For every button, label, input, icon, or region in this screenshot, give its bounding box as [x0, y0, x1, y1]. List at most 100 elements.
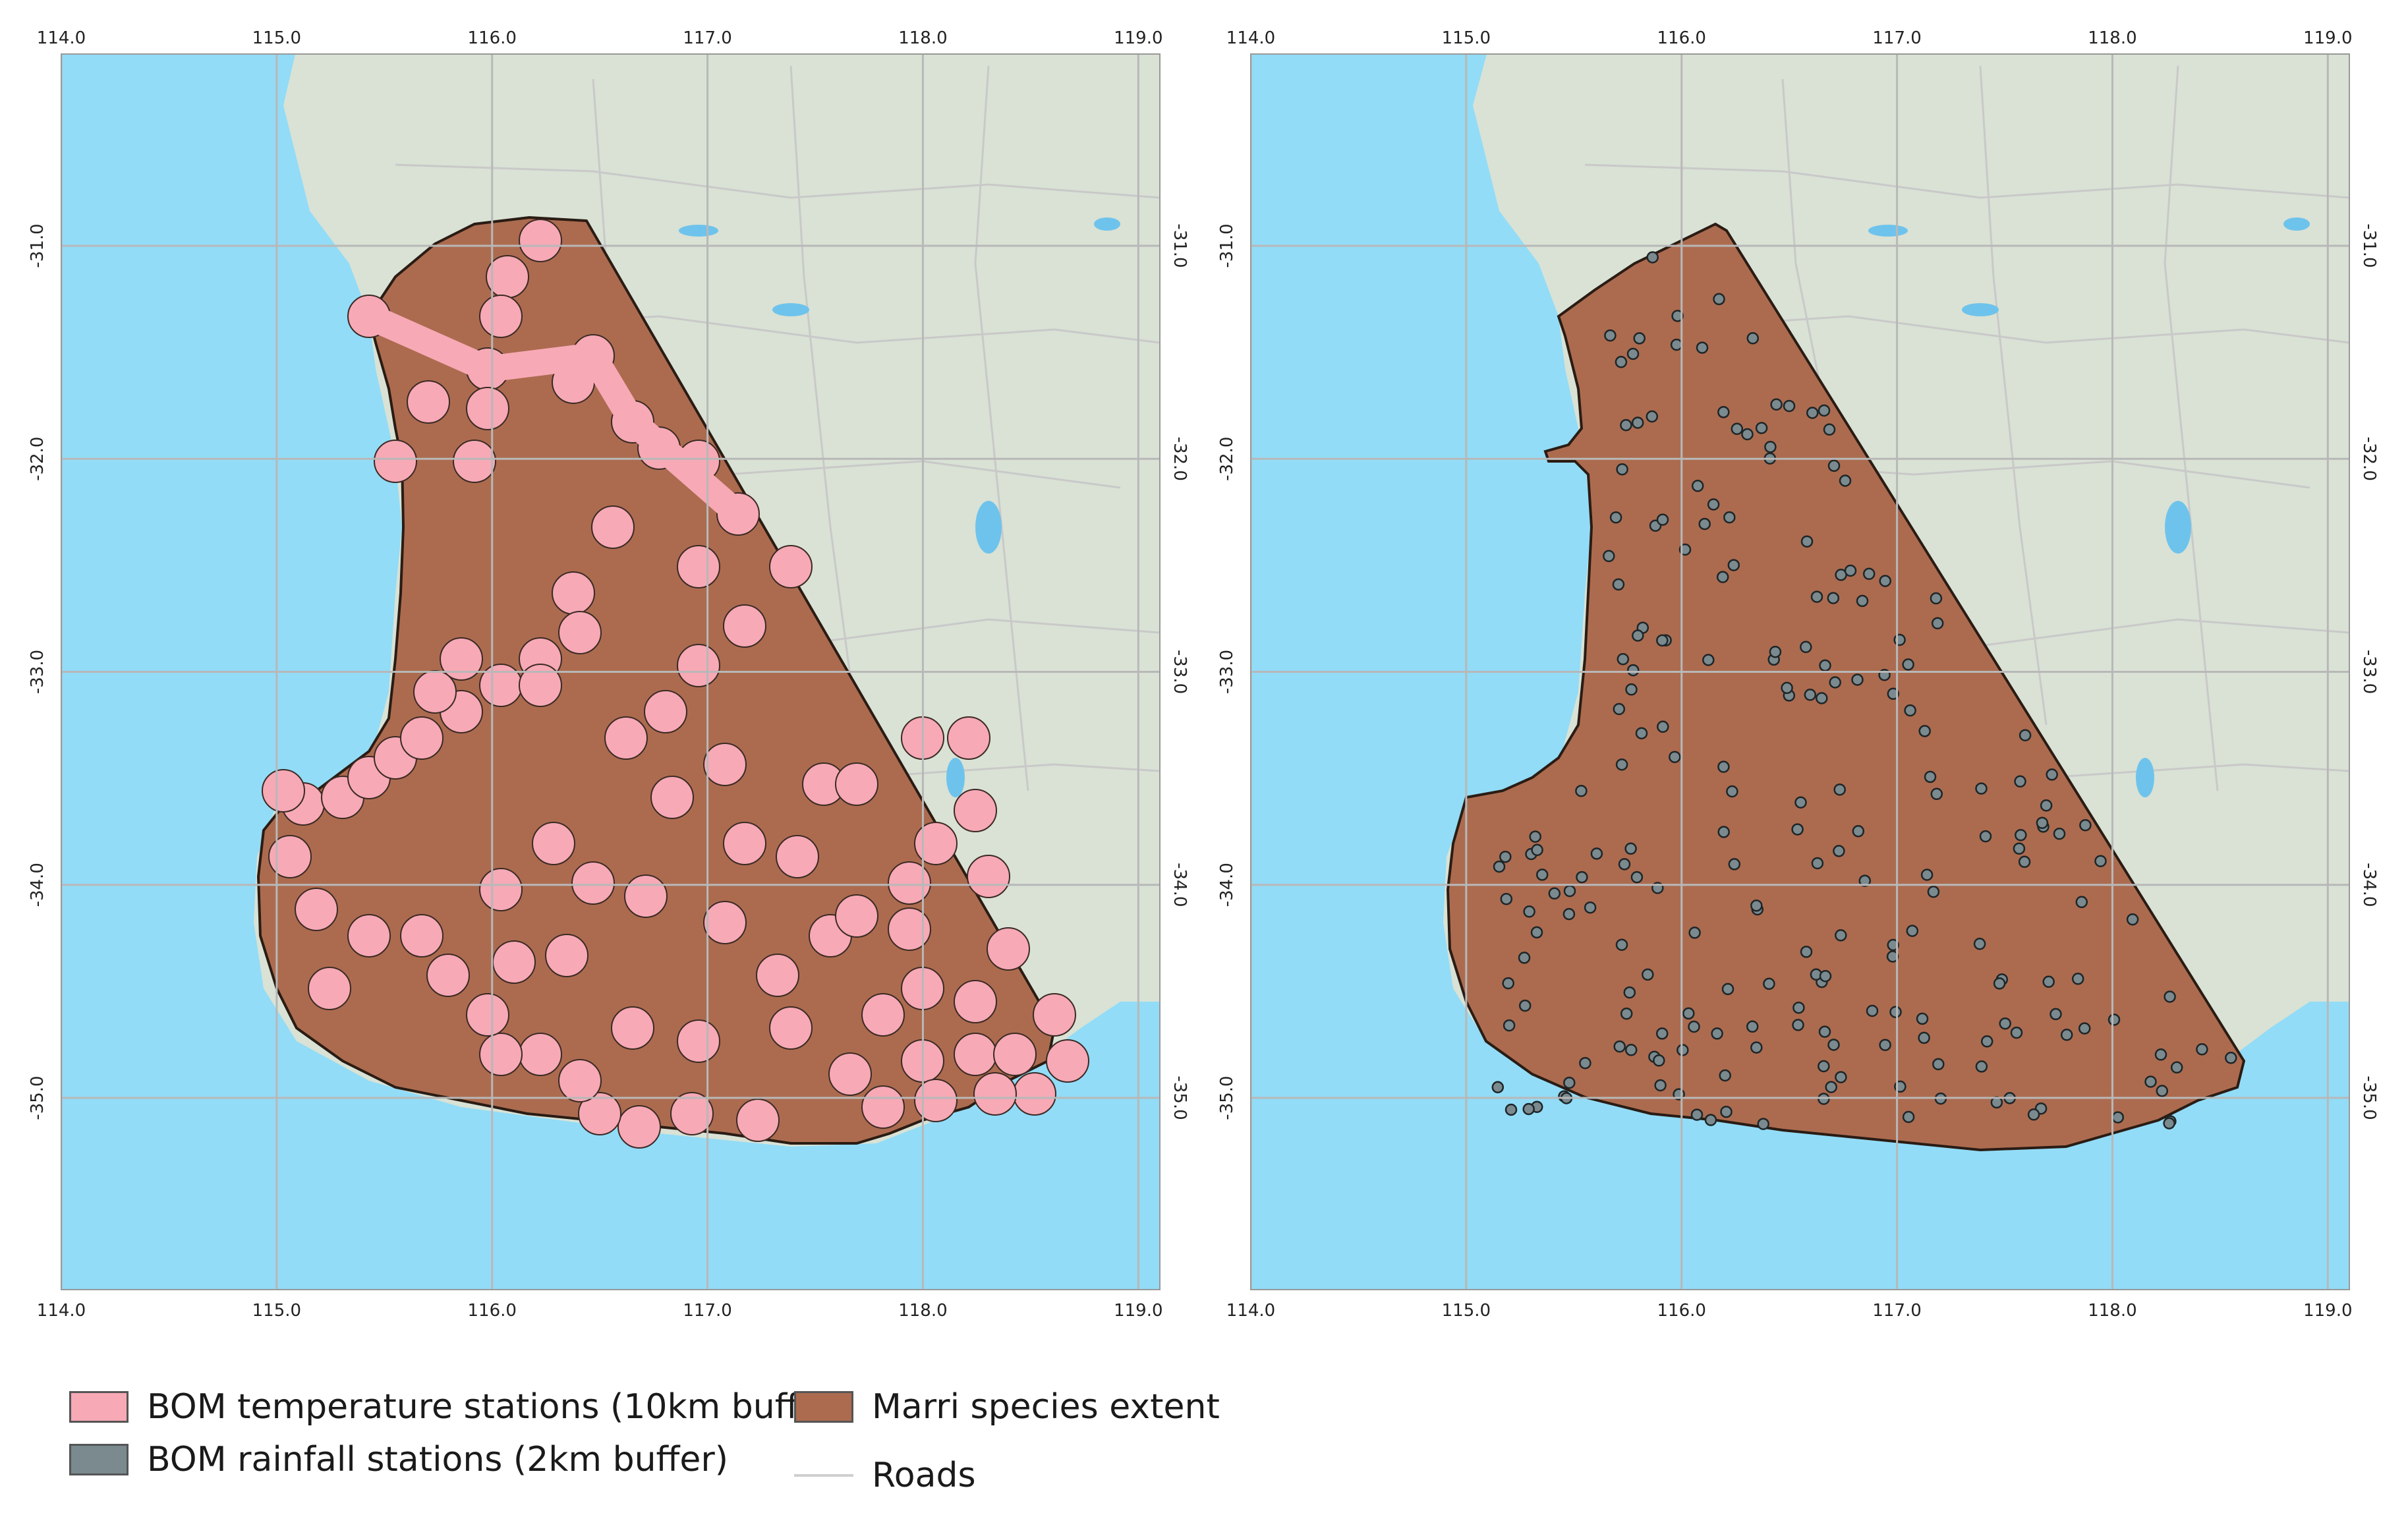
rainfall-station-buffer [2015, 828, 2027, 842]
rainfall-station-buffer [1746, 332, 1760, 345]
rainfall-station-buffer [1858, 874, 1872, 887]
lon-tick-bottom: 115.0 [1442, 1301, 1491, 1321]
temperature-station-buffer [650, 776, 694, 819]
rainfall-station-buffer [1829, 676, 1841, 689]
rainfall-station-buffer [1620, 418, 1632, 432]
rainfall-station-buffer [1646, 251, 1659, 264]
rainfall-station-buffer [1726, 785, 1738, 798]
rainfall-station-buffer [1642, 968, 1654, 981]
rainfall-station-buffer [1626, 347, 1640, 360]
rainfall-station-buffer [1746, 1020, 1759, 1033]
rainfall-station-buffer [1698, 517, 1711, 530]
temperature-station-buffer [591, 505, 635, 549]
temperature-station-buffer [466, 993, 509, 1037]
temperature-station-buffer [703, 901, 747, 944]
rainfall-station-buffer [1833, 783, 1846, 796]
lon-tick-bottom: 119.0 [2303, 1301, 2352, 1321]
rainfall-station-buffer [2144, 1075, 2157, 1088]
temperature-station-buffer [492, 940, 536, 984]
rainfall-station-buffer [1879, 575, 1891, 587]
rainfall-station-buffer [1720, 1105, 1733, 1118]
lat-tick-left: -31.0 [1217, 223, 1237, 268]
temperature-station-buffer [479, 664, 523, 707]
rainfall-station-buffer [1615, 938, 1628, 951]
temperature-buffer-cluster [474, 343, 606, 382]
rainfall-station-buffer [2094, 855, 2107, 867]
temperature-station-buffer [400, 914, 444, 958]
rainfall-station-buffer [2111, 1111, 2125, 1124]
rainfall-station-buffer [1499, 850, 1512, 863]
temperature-station-buffer [604, 716, 648, 760]
lon-tick-top: 118.0 [2088, 28, 2136, 48]
temperature-station-buffer [308, 967, 351, 1010]
rainfall-station-buffer [1717, 406, 1730, 418]
rainfall-station-buffer [1503, 1019, 1516, 1032]
rainfall-station-buffer [2040, 799, 2053, 812]
rainfall-station-buffer [1612, 578, 1625, 591]
rainfall-station-buffer [1866, 1004, 1879, 1017]
temperature-station-buffer [677, 545, 720, 588]
lat-tick-right: -35.0 [1170, 1075, 1190, 1120]
lon-tick-top: 116.0 [1657, 28, 1706, 48]
rainfall-station-buffer [1717, 826, 1730, 838]
rainfall-station-buffer [1682, 1007, 1695, 1020]
rainfall-station-buffer [1889, 1006, 1902, 1018]
rainfall-station-buffer [2196, 1043, 2208, 1056]
temperature-station-buffer [466, 387, 509, 430]
temperature-station-buffer [828, 1052, 872, 1096]
lat-tick-right: -32.0 [1170, 437, 1190, 481]
map-frame-right [1250, 53, 2350, 1290]
rainfall-station-buffer [1975, 1060, 1988, 1073]
lat-tick-left: -35.0 [28, 1075, 47, 1120]
lat-tick-right: -31.0 [2359, 223, 2379, 268]
temperature-station-buffer [440, 637, 483, 681]
rainfall-station-buffer [1902, 658, 1914, 671]
lat-tick-right: -34.0 [2359, 863, 2379, 907]
lon-tick-bottom: 119.0 [1114, 1301, 1162, 1321]
lon-tick-top: 117.0 [683, 28, 731, 48]
rainfall-station-buffer [1624, 1044, 1638, 1056]
rainfall-station-buffer [1696, 341, 1709, 354]
rainfall-station-buffer [1818, 1025, 1831, 1038]
rainfall-station-buffer [1523, 905, 1535, 918]
lon-tick-bottom: 115.0 [252, 1301, 301, 1321]
rainfall-station-buffer [1563, 1076, 1576, 1089]
temperature-buffer-cluster [619, 409, 751, 527]
lat-tick-left: -31.0 [28, 223, 47, 268]
lat-tick-right: -31.0 [1170, 223, 1190, 268]
temperature-station-buffer [954, 789, 997, 832]
tick-labels-left: 114.0 114.0 115.0 115.0 116.0 116.0 117.0 117.0… [28, 28, 1190, 1321]
rainfall-station-buffer [1548, 887, 1561, 900]
legend-item-roads: Roads [794, 1456, 976, 1495]
rainfall-station-buffer [1827, 459, 1841, 472]
rainfall-station-buffer [2027, 1108, 2040, 1121]
rainfall-station-buffer [1980, 1035, 1993, 1048]
rainfall-station-buffer [1887, 687, 1900, 700]
rainfall-station-buffer [1750, 1041, 1763, 1054]
rainfall-station-buffer [1879, 1039, 1891, 1051]
map-frame-left [61, 53, 1161, 1290]
rainfall-station-buffer [1563, 884, 1576, 898]
rainfall-station-buffer [1656, 513, 1669, 526]
rainfall-station-buffer [1993, 977, 2006, 990]
rainfall-station-buffer [1633, 332, 1646, 345]
rainfall-station-buffer [1576, 871, 1588, 884]
rainfall-station-buffer [1794, 796, 1807, 809]
temperature-station-buffer [617, 1105, 661, 1149]
lon-tick-top: 116.0 [468, 28, 517, 48]
rainfall-station-buffer [1750, 900, 1763, 912]
rainfall-station-buffer [1723, 511, 1736, 524]
rainfall-station-buffer [1603, 550, 1615, 563]
temperature-station-buffer [888, 861, 931, 905]
rainfall-station-buffer [1690, 1108, 1704, 1121]
rainfall-station-buffer [1711, 1027, 1723, 1040]
rainfall-station-buffer [1500, 892, 1513, 905]
temperature-station-buffer [835, 894, 878, 938]
rainfall-station-buffer [1624, 842, 1637, 855]
rainfall-station-buffer [1604, 329, 1617, 342]
rainfall-station-buffer [2170, 1061, 2183, 1074]
rainfall-station-buffer [1671, 310, 1684, 322]
rainfall-station-buffer [1529, 830, 1541, 843]
rainfall-station-buffer [1657, 720, 1669, 733]
